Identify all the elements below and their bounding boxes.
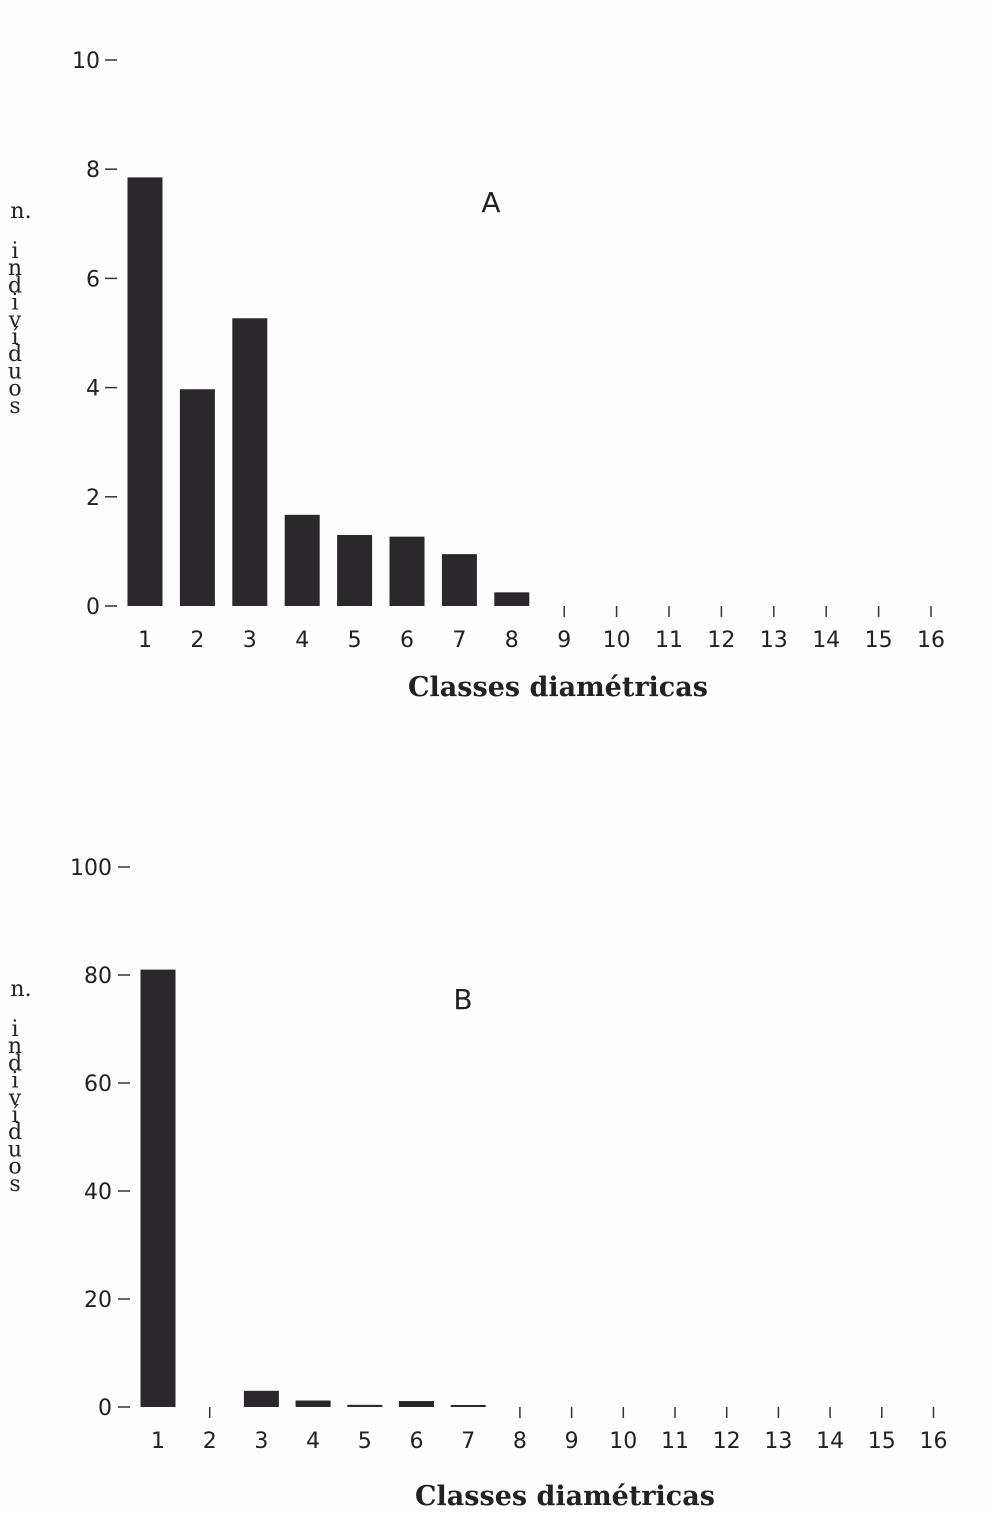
- chart-b-xtick-label-2: 2: [203, 1429, 217, 1454]
- chart-b-xtick-label-3: 3: [254, 1429, 268, 1454]
- chart-b-panel-label: B: [453, 983, 472, 1016]
- chart-b-y-axis-title-char-0: n.: [10, 977, 31, 1002]
- chart-a-y-axis-title-char-6: í: [11, 325, 19, 350]
- chart-a-xtick-label-16: 16: [917, 628, 945, 653]
- chart-b-y-axis-title-char-1: i: [11, 1017, 18, 1042]
- chart-b-xtick-label-13: 13: [764, 1429, 792, 1454]
- chart-a-xtick-label-14: 14: [812, 628, 840, 653]
- chart-b-bar-1: [140, 969, 176, 1407]
- chart-b-xtick-label-15: 15: [868, 1429, 896, 1454]
- chart-a-xtick-label-12: 12: [707, 628, 735, 653]
- chart-b-ytick-label-1: 20: [84, 1288, 112, 1313]
- chart-b-xtick-label-5: 5: [358, 1429, 372, 1454]
- chart-b-xtick-label-7: 7: [461, 1429, 475, 1454]
- chart-b-xtick-label-9: 9: [565, 1429, 579, 1454]
- chart-b-y-axis-title-char-9: o: [8, 1155, 21, 1180]
- chart-a-xtick-label-4: 4: [295, 628, 309, 653]
- chart-a-y-axis-title-char-7: d: [8, 342, 22, 367]
- chart-a-bar-6: [389, 536, 425, 606]
- chart-b-xtick-label-16: 16: [920, 1429, 948, 1454]
- chart-a-bar-4: [284, 514, 320, 606]
- chart-b-y-axis-title-char-4: i: [11, 1069, 18, 1094]
- chart-b-xtick-label-10: 10: [609, 1429, 637, 1454]
- chart-b-y-axis-title-char-5: v: [8, 1086, 22, 1111]
- chart-b-y-axis-title-char-8: u: [8, 1137, 22, 1162]
- chart-a-bar-1: [127, 177, 163, 606]
- chart-a-xtick-label-10: 10: [603, 628, 631, 653]
- chart-a-y-axis-title-char-1: i: [11, 239, 18, 264]
- chart-b-bar-3: [243, 1390, 279, 1407]
- chart-a-bar-3: [232, 318, 268, 606]
- chart-b-ytick-label-0: 0: [98, 1396, 112, 1421]
- chart-b-y-axis-title-char-2: n: [8, 1034, 22, 1059]
- chart-b-bar-4: [295, 1400, 331, 1407]
- chart-b-bar-7: [450, 1405, 486, 1407]
- chart-a-xtick-label-5: 5: [348, 628, 362, 653]
- chart-b-y-axis-title-char-3: d: [8, 1051, 22, 1076]
- chart-b-x-axis-title: Classes diamétricas: [415, 1481, 715, 1512]
- chart-b-xtick-label-12: 12: [713, 1429, 741, 1454]
- chart-b-ytick-label-2: 40: [84, 1180, 112, 1205]
- chart-b-xtick-label-14: 14: [816, 1429, 844, 1454]
- chart-a-xtick-label-15: 15: [865, 628, 893, 653]
- chart-a-xtick-label-6: 6: [400, 628, 414, 653]
- chart-b-ytick-label-3: 60: [84, 1072, 112, 1097]
- chart-a-bar-2: [179, 389, 215, 606]
- chart-a-y-axis-title-char-9: o: [8, 377, 21, 402]
- chart-b-bar-6: [399, 1401, 434, 1407]
- chart-a-xtick-label-1: 1: [138, 628, 152, 653]
- chart-a-xtick-label-13: 13: [760, 628, 788, 653]
- chart-a-bar-7: [441, 554, 477, 606]
- chart-a-ytick-label-5: 10: [72, 49, 100, 74]
- chart-a-y-axis-title-char-10: s: [9, 394, 20, 419]
- chart-b-bar-5: [347, 1404, 383, 1407]
- chart-a-ytick-label-2: 4: [86, 377, 100, 402]
- chart-b-xtick-label-4: 4: [306, 1429, 320, 1454]
- chart-a-y-axis-title-char-3: d: [8, 273, 22, 298]
- chart-a-bar-5: [337, 535, 373, 606]
- chart-b-xtick-label-1: 1: [151, 1429, 165, 1454]
- chart-b-xtick-label-11: 11: [661, 1429, 689, 1454]
- chart-a-y-axis-title-char-2: n: [8, 256, 22, 281]
- chart-a-panel-label: A: [481, 186, 500, 219]
- chart-a-xtick-label-11: 11: [655, 628, 683, 653]
- chart-a-ytick-label-1: 2: [86, 486, 100, 511]
- chart-a-y-axis-title-char-8: u: [8, 359, 22, 384]
- chart-b-y-axis-title-char-6: í: [11, 1103, 19, 1128]
- chart-b-xtick-label-8: 8: [513, 1429, 527, 1454]
- chart-b-y-axis-title-char-10: s: [9, 1172, 20, 1197]
- chart-a-xtick-label-7: 7: [452, 628, 466, 653]
- chart-b-ytick-label-4: 80: [84, 964, 112, 989]
- chart-b-xtick-label-6: 6: [410, 1429, 424, 1454]
- chart-a-y-axis-title-char-4: i: [11, 291, 18, 316]
- chart-a-xtick-label-3: 3: [243, 628, 257, 653]
- chart-a-xtick-label-9: 9: [557, 628, 571, 653]
- chart-a-ytick-label-0: 0: [86, 595, 100, 620]
- chart-a-bar-8: [494, 592, 530, 606]
- chart-a-ytick-label-4: 8: [86, 158, 100, 183]
- chart-a-y-axis-title-char-0: n.: [10, 199, 31, 224]
- chart-a-x-axis-title: Classes diamétricas: [408, 672, 708, 703]
- chart-b-ytick-label-5: 100: [70, 856, 112, 881]
- chart-a-xtick-label-8: 8: [505, 628, 519, 653]
- chart-a-xtick-label-2: 2: [190, 628, 204, 653]
- chart-b-y-axis-title-char-7: d: [8, 1120, 22, 1145]
- chart-a-ytick-label-3: 6: [86, 267, 100, 292]
- chart-a-y-axis-title-char-5: v: [8, 308, 22, 333]
